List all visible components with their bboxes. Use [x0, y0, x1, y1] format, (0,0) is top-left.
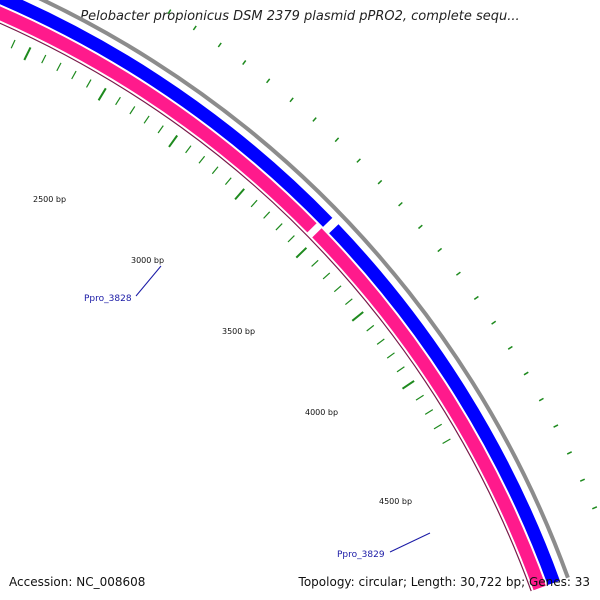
- minor-tick: [333, 285, 342, 293]
- gene-label-ppro-3828[interactable]: Ppro_3828: [84, 294, 132, 304]
- outer-dash: [579, 478, 586, 482]
- reverse-strand-gene-ppro-3829: [312, 228, 546, 591]
- major-tick: [295, 247, 308, 259]
- tick-label-3000: 3000 bp: [131, 256, 164, 265]
- minor-tick: [115, 96, 121, 106]
- outer-dash: [523, 371, 529, 376]
- minor-tick: [71, 70, 77, 80]
- tick-label-2500: 2500 bp: [33, 195, 66, 204]
- outer-dash: [217, 42, 222, 48]
- major-tick: [351, 311, 364, 322]
- outer-dash: [507, 345, 513, 350]
- major-tick: [234, 188, 245, 201]
- reverse-strand-gene-ppro-3828: [0, 6, 317, 233]
- outer-dash: [592, 506, 598, 510]
- outer-dash: [289, 97, 294, 103]
- minor-tick: [198, 155, 206, 164]
- minor-tick: [263, 211, 271, 219]
- outer-dash: [553, 424, 559, 428]
- major-tick: [168, 134, 179, 148]
- outer-dash: [266, 78, 271, 84]
- minor-tick: [143, 115, 150, 124]
- outer-dash: [167, 9, 172, 15]
- outer-dash: [192, 25, 197, 31]
- minor-tick: [129, 106, 136, 115]
- minor-tick: [211, 166, 219, 175]
- tick-label-3500: 3500 bp: [222, 327, 255, 336]
- map-title: Pelobacter propionicus DSM 2379 plasmid …: [80, 9, 520, 24]
- minor-tick: [433, 423, 443, 430]
- minor-tick: [415, 394, 424, 401]
- forward-strand-gene-next: [329, 224, 560, 586]
- minor-tick: [424, 409, 434, 415]
- outer-dash: [473, 295, 479, 301]
- gene-label-leader-ppro-3829: [389, 532, 431, 553]
- tick-label-4000: 4000 bp: [305, 408, 338, 417]
- minor-tick: [442, 438, 451, 445]
- minor-tick: [345, 298, 353, 306]
- minor-tick: [157, 125, 164, 134]
- minor-tick: [287, 235, 295, 243]
- major-tick: [23, 46, 32, 61]
- outer-dash: [377, 179, 383, 185]
- minor-tick: [376, 338, 385, 345]
- minor-tick: [10, 39, 16, 49]
- outer-dash: [491, 320, 497, 325]
- minor-tick: [396, 366, 405, 373]
- gene-label-leader-ppro-3828: [135, 265, 162, 297]
- outer-dash: [242, 60, 247, 66]
- outer-dash: [455, 271, 461, 276]
- minor-tick: [85, 79, 92, 88]
- outer-dash: [566, 451, 573, 455]
- plasmid-rings: [0, 0, 570, 592]
- minor-tick: [322, 272, 331, 280]
- minor-tick: [56, 62, 62, 72]
- gene-label-ppro-3829[interactable]: Ppro_3829: [337, 550, 385, 560]
- reverse-strand-inner-line: [0, 22, 532, 592]
- outer-dash: [418, 224, 423, 230]
- minor-tick: [311, 259, 319, 267]
- outer-dash: [437, 247, 443, 253]
- minor-tick: [224, 177, 232, 185]
- outer-dash: [356, 158, 361, 163]
- major-tick: [97, 87, 107, 101]
- minor-tick: [185, 145, 192, 154]
- outer-dash: [334, 137, 340, 143]
- tick-label-4500: 4500 bp: [379, 497, 412, 506]
- tick-marks: [10, 9, 598, 510]
- minor-tick: [386, 352, 395, 359]
- backbone-ring: [37, 0, 570, 579]
- major-tick: [401, 380, 415, 390]
- minor-tick: [250, 199, 258, 208]
- minor-tick: [366, 324, 375, 332]
- outer-dash: [312, 117, 317, 122]
- outer-dash: [538, 397, 544, 402]
- forward-strand-gene-ppro-3827: [0, 0, 333, 227]
- minor-tick: [275, 223, 283, 231]
- sequence-summary: Topology: circular; Length: 30,722 bp; G…: [298, 575, 590, 589]
- outer-dash: [398, 201, 403, 207]
- minor-tick: [41, 54, 47, 64]
- accession-label: Accession: NC_008608: [9, 575, 146, 589]
